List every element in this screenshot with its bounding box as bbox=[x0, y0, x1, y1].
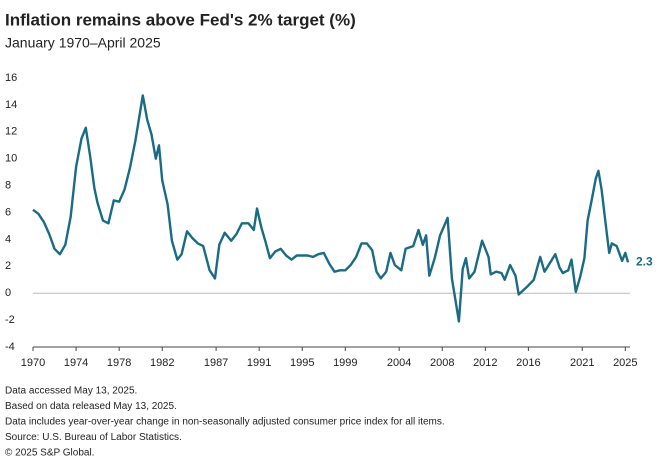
x-tick-label: 1978 bbox=[107, 357, 131, 369]
x-tick-label: 1991 bbox=[247, 357, 271, 369]
x-tick-label: 1974 bbox=[64, 357, 88, 369]
y-tick-label: 2 bbox=[5, 260, 11, 272]
footnote: Based on data released May 13, 2025. bbox=[5, 401, 177, 412]
x-tick-label: 2012 bbox=[473, 357, 497, 369]
y-tick-label: -4 bbox=[5, 341, 15, 353]
x-tick-label: 1970 bbox=[21, 357, 45, 369]
x-tick-label: 2025 bbox=[613, 357, 637, 369]
line bbox=[32, 94, 630, 323]
y-tick-label: 0 bbox=[5, 287, 11, 299]
x-tick-label: 2016 bbox=[516, 357, 540, 369]
x-tick-label: 1995 bbox=[290, 357, 314, 369]
last-value-label: 2.3 bbox=[636, 254, 653, 268]
x-tick-label: 2004 bbox=[387, 357, 411, 369]
x-tick-label: 1987 bbox=[204, 357, 228, 369]
footnote: Source: U.S. Bureau of Labor Statistics. bbox=[5, 432, 182, 443]
y-tick-label: 4 bbox=[5, 233, 11, 245]
footnote: © 2025 S&P Global. bbox=[5, 448, 94, 459]
y-tick-label: 16 bbox=[5, 72, 17, 84]
y-tick-label: -2 bbox=[5, 314, 15, 326]
x-tick-label: 2008 bbox=[430, 357, 454, 369]
footnote: Data accessed May 13, 2025. bbox=[5, 386, 137, 397]
y-tick-label: 10 bbox=[5, 153, 17, 165]
footnote: Data includes year-over-year change in n… bbox=[5, 417, 445, 428]
chart-subtitle: January 1970–April 2025 bbox=[5, 35, 161, 51]
y-tick-label: 6 bbox=[5, 206, 11, 218]
chart-title: Inflation remains above Fed's 2% target … bbox=[5, 10, 356, 29]
x-tick-label: 1982 bbox=[150, 357, 174, 369]
y-tick-label: 14 bbox=[5, 99, 17, 111]
y-tick-label: 12 bbox=[5, 126, 17, 138]
x-tick-label: 2021 bbox=[570, 357, 594, 369]
x-tick-label: 1999 bbox=[333, 357, 357, 369]
y-tick-label: 8 bbox=[5, 180, 11, 192]
